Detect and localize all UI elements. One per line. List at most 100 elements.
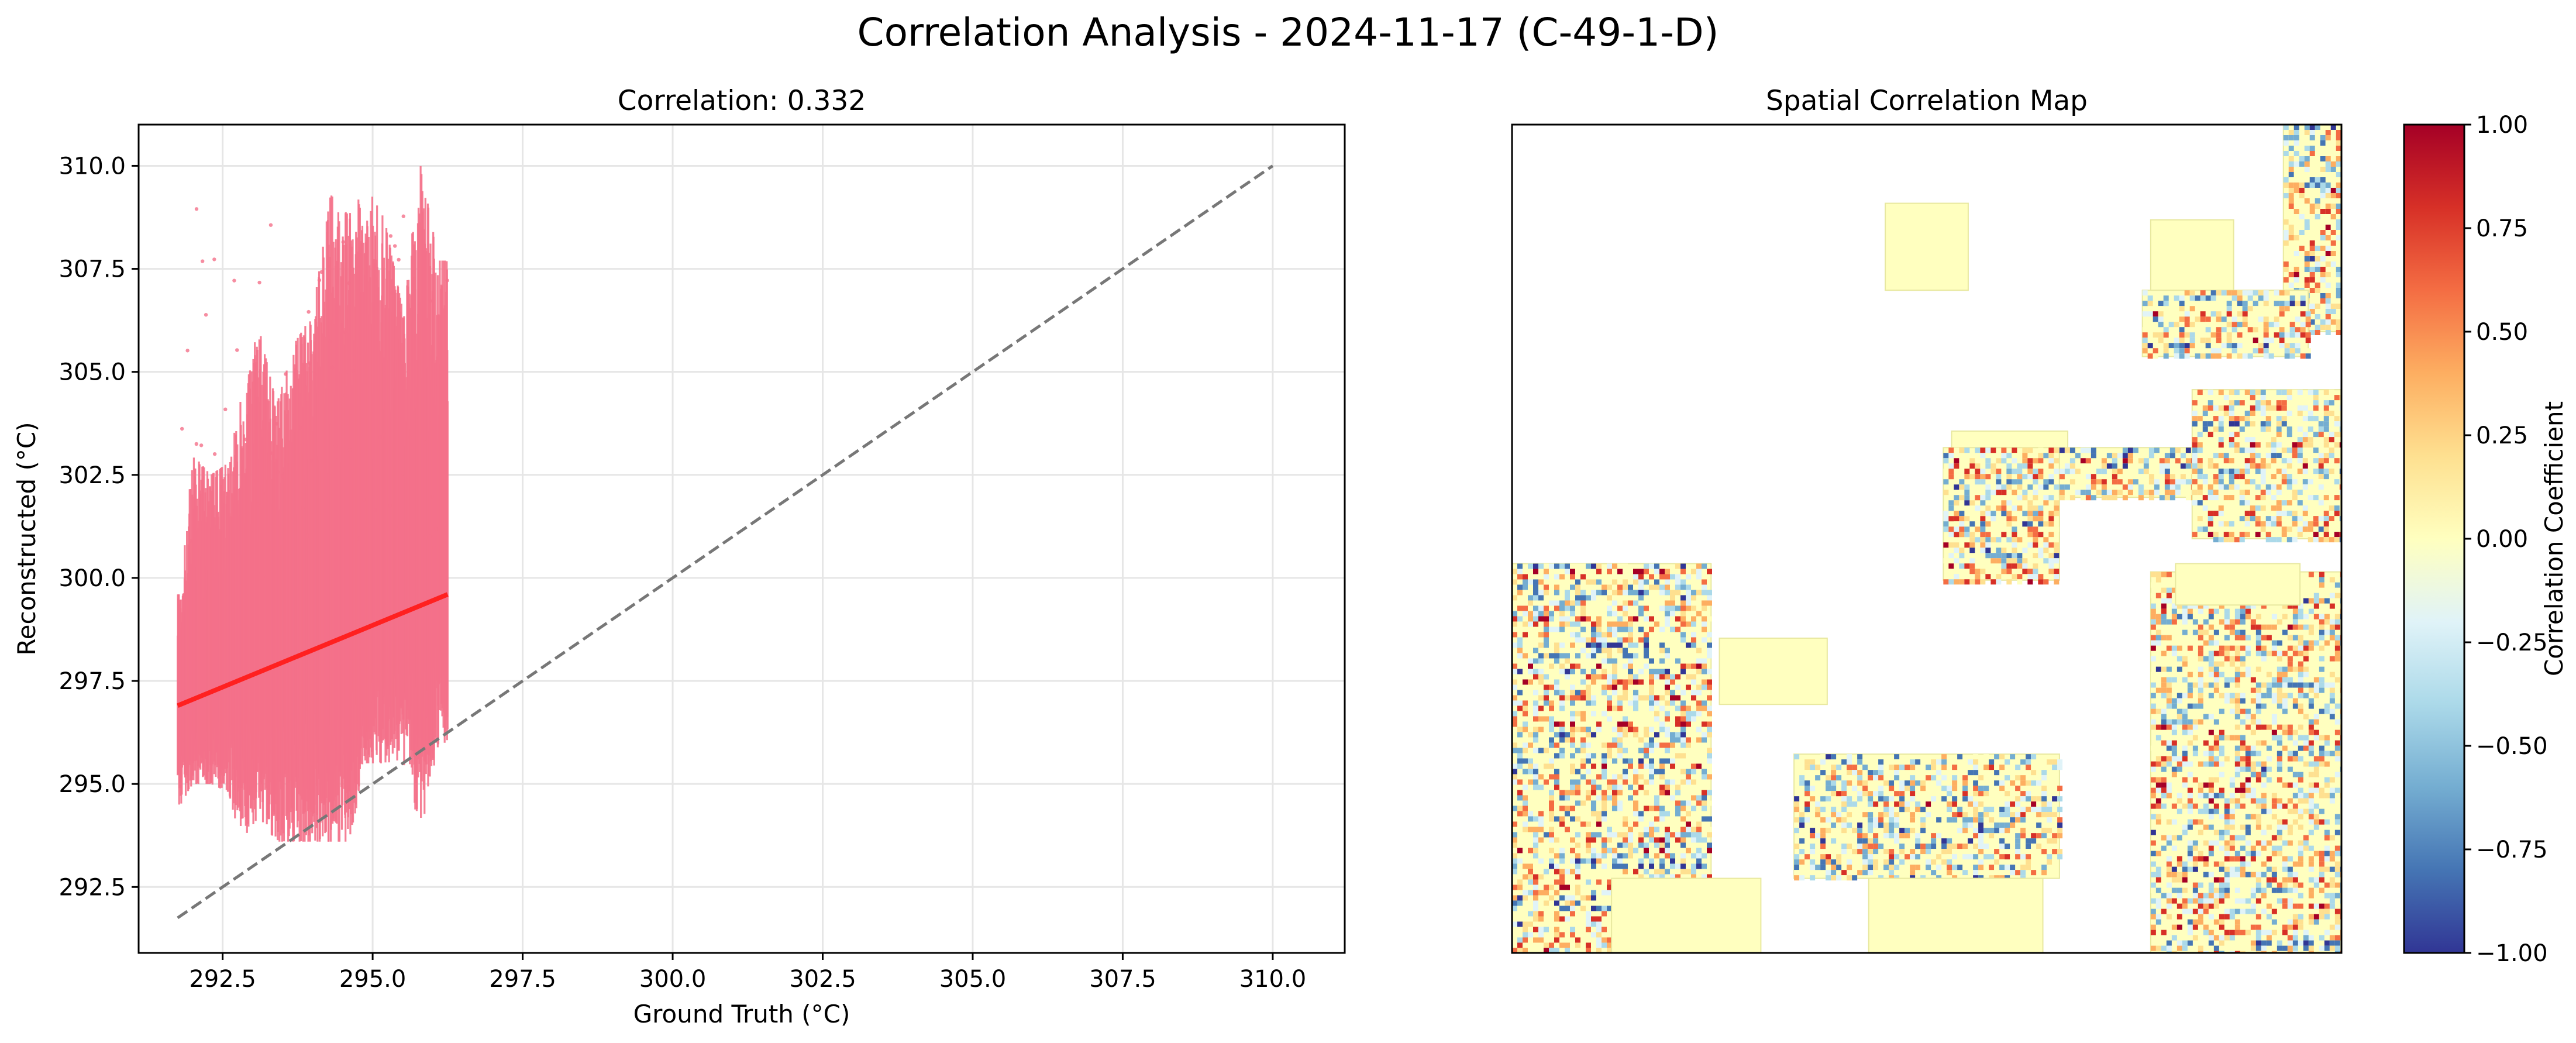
heatmap-cell xyxy=(2265,537,2271,543)
heatmap-cell xyxy=(1691,632,1696,638)
heatmap-cell xyxy=(2244,511,2250,517)
heatmap-cell xyxy=(2189,332,2195,338)
heatmap-cell xyxy=(1607,684,1612,690)
heatmap-cell xyxy=(1538,806,1544,811)
heatmap-cell xyxy=(1628,663,1633,669)
heatmap-cell xyxy=(2323,511,2329,517)
heatmap-cell xyxy=(2325,298,2331,304)
heatmap-cell xyxy=(2271,448,2277,453)
heatmap-cell xyxy=(1554,584,1559,590)
heatmap-cell xyxy=(1826,754,1831,760)
heatmap-cell xyxy=(2334,624,2340,630)
heatmap-cell xyxy=(1528,848,1533,853)
heatmap-cell xyxy=(1575,727,1580,732)
heatmap-cell xyxy=(2138,458,2144,464)
heatmap-cell xyxy=(2336,225,2341,230)
heatmap-cell xyxy=(1980,474,1986,480)
heatmap-cell xyxy=(2091,448,2096,453)
heatmap-cell xyxy=(1580,637,1586,643)
heatmap-cell xyxy=(2022,490,2028,495)
heatmap-cell xyxy=(2276,458,2282,464)
heatmap-cell xyxy=(1670,863,1675,869)
heatmap-cell xyxy=(2329,411,2334,416)
heatmap-cell xyxy=(2329,516,2334,522)
heatmap-cell xyxy=(1654,853,1659,859)
heatmap-cell xyxy=(1962,780,1968,786)
heatmap-cell xyxy=(2239,458,2245,464)
heatmap-cell xyxy=(1544,890,1549,896)
heatmap-cell xyxy=(1883,812,1889,818)
heatmap-cell xyxy=(1591,695,1596,701)
heatmap-cell xyxy=(2171,650,2177,656)
heatmap-cell xyxy=(1931,775,1937,781)
heatmap-cell xyxy=(2218,426,2224,432)
heatmap-cell xyxy=(1607,574,1612,580)
heatmap-cell xyxy=(2155,635,2161,641)
heatmap-cell xyxy=(2325,156,2331,161)
heatmap-cell xyxy=(2292,614,2298,619)
heatmap-cell xyxy=(1841,801,1847,807)
heatmap-cell xyxy=(2329,390,2334,395)
heatmap-cell xyxy=(1707,653,1712,659)
heatmap-cell xyxy=(2295,301,2301,307)
heatmap-cell xyxy=(1544,627,1549,632)
heatmap-cell xyxy=(2150,593,2156,598)
heatmap-cell xyxy=(1883,865,1889,870)
heatmap-cell xyxy=(1602,816,1607,822)
heatmap-cell xyxy=(1665,605,1670,611)
heatmap-cell xyxy=(1665,853,1670,859)
heatmap-cell xyxy=(1989,865,1995,870)
heatmap-cell xyxy=(2323,426,2329,432)
heatmap-cell xyxy=(2005,759,2010,765)
heatmap-cell xyxy=(1702,605,1707,611)
heatmap-cell xyxy=(2309,135,2315,140)
heatmap-cell xyxy=(1702,584,1707,590)
heatmap-cell xyxy=(2057,833,2063,839)
heatmap-cell xyxy=(1554,732,1559,738)
heatmap-cell xyxy=(2320,325,2326,330)
heatmap-cell xyxy=(2187,614,2193,619)
heatmap-cell xyxy=(1570,806,1575,811)
heatmap-cell xyxy=(1691,816,1696,822)
heatmap-cell xyxy=(1554,648,1559,653)
heatmap-cell xyxy=(2033,469,2038,474)
heatmap-cell xyxy=(1990,516,1996,522)
heatmap-cell xyxy=(1559,732,1565,738)
heatmap-cell xyxy=(1915,833,1921,839)
heatmap-cell xyxy=(2192,437,2198,443)
heatmap-cell xyxy=(1612,621,1617,627)
heatmap-cell xyxy=(2054,458,2060,464)
heatmap-cell xyxy=(1633,674,1638,680)
heatmap-cell xyxy=(2216,338,2222,343)
heatmap-cell xyxy=(1533,716,1538,722)
heatmap-cell xyxy=(2330,198,2336,204)
heatmap-cell xyxy=(1528,600,1533,606)
heatmap-cell xyxy=(1820,865,1826,870)
heatmap-cell xyxy=(2054,542,2060,548)
heatmap-cell xyxy=(1947,865,1952,870)
heatmap-cell xyxy=(1528,763,1533,769)
heatmap-cell xyxy=(1517,884,1523,890)
heatmap-cell xyxy=(1607,621,1612,627)
heatmap-cell xyxy=(1975,469,1981,474)
heatmap-cell xyxy=(1591,811,1596,817)
heatmap-cell xyxy=(1910,870,1916,876)
heatmap-cell xyxy=(1920,865,1926,870)
heatmap-cell xyxy=(2117,453,2123,459)
heatmap-cell xyxy=(1559,663,1565,669)
heatmap-cell xyxy=(2005,812,2010,818)
heatmap-cell xyxy=(2012,458,2017,464)
heatmap-cell xyxy=(1591,832,1596,838)
heatmap-cell xyxy=(1607,732,1612,738)
heatmap-cell xyxy=(1591,879,1596,885)
heatmap-cell xyxy=(1670,679,1675,685)
heatmap-cell xyxy=(2304,161,2310,167)
heatmap-cell xyxy=(2325,183,2331,188)
heatmap-cell xyxy=(2096,479,2102,485)
heatmap-cell xyxy=(2218,474,2224,480)
heatmap-cell xyxy=(2284,327,2290,333)
heatmap-cell xyxy=(1591,711,1596,717)
heatmap-cell xyxy=(2210,290,2216,296)
heatmap-cell xyxy=(1883,780,1889,786)
heatmap-cell xyxy=(2282,614,2288,619)
